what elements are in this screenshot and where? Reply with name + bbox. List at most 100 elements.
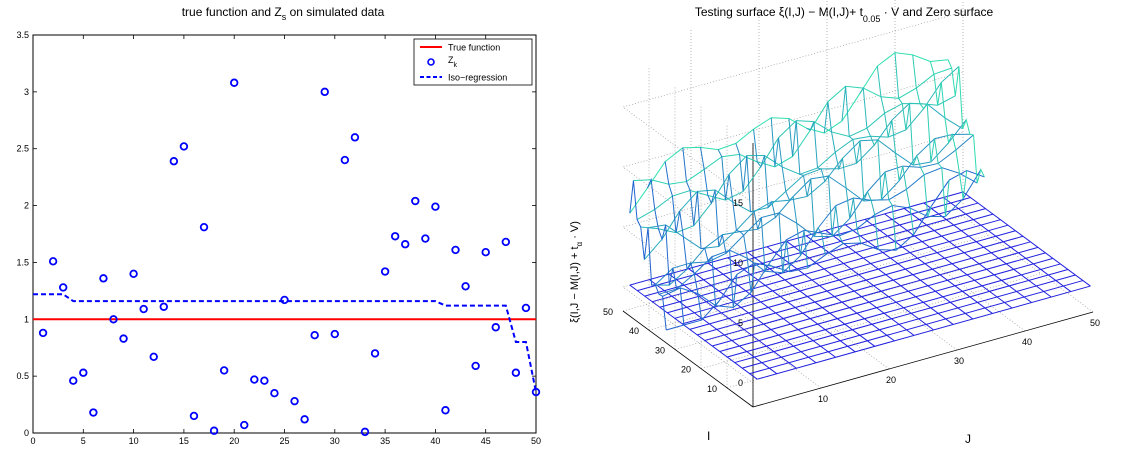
y-tick-label: 1.5 <box>16 257 29 267</box>
testing-surface-line <box>717 149 756 293</box>
testing-surface-line <box>647 177 685 326</box>
zero-surface-line <box>688 268 817 364</box>
zero-surface-line <box>629 284 758 380</box>
z-point <box>390 232 400 241</box>
zero-surface-line <box>704 246 1039 341</box>
testing-surface-line <box>633 67 952 185</box>
testing-surface-line <box>929 61 968 199</box>
z-point <box>451 245 460 255</box>
z-tick-label: 15 <box>733 198 743 208</box>
zero-surface-line <box>884 213 1013 309</box>
left-axis-ticks: 0 5 10 15 20 25 30 35 40 45 50 0 0.5 1 1.5 2 2.5 3 3.5 <box>16 30 541 446</box>
z-point <box>280 295 289 305</box>
z-point <box>119 334 128 343</box>
left-chart: true function and Zs on simulated data 0… <box>16 5 541 446</box>
zero-surface-line <box>825 229 954 325</box>
legend-iso-regression-label: Iso−regression <box>448 73 507 83</box>
testing-surface-line <box>823 101 862 244</box>
z-point <box>229 78 239 87</box>
testing-surface <box>629 52 985 331</box>
testing-surface-line <box>841 86 879 250</box>
z-point <box>58 283 68 292</box>
z-point <box>48 257 58 266</box>
z-point <box>421 234 430 243</box>
zero-surface-line <box>659 213 994 308</box>
grid-line <box>962 215 1094 313</box>
legend-z-swatch <box>427 58 435 66</box>
j-tick-label: 50 <box>1090 318 1100 328</box>
z-point <box>219 366 229 375</box>
zero-surface-line <box>629 191 964 286</box>
zero-surface-line <box>766 246 895 342</box>
y-tick-label: 2 <box>24 201 29 211</box>
j-tick-label: 10 <box>818 394 828 404</box>
testing-surface-line <box>770 117 809 268</box>
right-chart-title: Testing surface ξ(I,J) − M(I,J)+ t0.05 ·… <box>695 5 994 24</box>
z-point <box>340 155 350 165</box>
z-point <box>79 368 88 377</box>
z-point <box>129 269 138 278</box>
z-point <box>99 274 108 283</box>
i-axis-line <box>622 310 754 408</box>
x-tick-label: 20 <box>229 436 239 446</box>
z-point <box>89 408 98 417</box>
z-point <box>320 87 329 97</box>
zero-surface-line <box>649 279 778 375</box>
zero-surface-line <box>742 274 1076 369</box>
z-point <box>149 352 158 362</box>
testing-surface-line <box>876 66 915 235</box>
testing-surface-line <box>859 86 897 251</box>
testing-surface-line <box>947 59 985 184</box>
z-point <box>69 376 78 385</box>
grid-line <box>674 254 1016 350</box>
z-point <box>531 387 541 397</box>
z-point <box>461 282 470 291</box>
grid-line <box>622 11 964 204</box>
zero-surface-line <box>903 208 1032 303</box>
left-chart-marks <box>33 78 541 437</box>
zero-surface-line <box>786 240 915 336</box>
zero-surface-line <box>719 257 1054 352</box>
left-legend: True function Zk Iso−regression <box>413 38 533 86</box>
testing-surface-line <box>629 180 667 331</box>
zero-surface-line <box>674 224 1009 319</box>
z-point <box>250 375 259 384</box>
zero-surface-line <box>652 208 986 303</box>
grid-line <box>648 234 990 331</box>
x-tick-label: 50 <box>531 436 541 446</box>
testing-surface-line <box>682 147 720 307</box>
z-point <box>471 361 480 371</box>
y-tick-label: 2.5 <box>16 144 29 154</box>
z-point <box>350 133 360 142</box>
z-point <box>370 349 380 358</box>
z-point <box>189 411 199 421</box>
j-tick-label: 30 <box>954 356 964 366</box>
zero-surface-line <box>697 241 1031 336</box>
z-point <box>240 420 249 430</box>
testing-surface-line <box>806 121 844 244</box>
j-axis-line <box>752 311 1094 408</box>
x-tick-label: 25 <box>279 436 289 446</box>
z-point <box>169 157 179 166</box>
y-tick-label: 1 <box>24 314 29 324</box>
y-tick-label: 0 <box>24 428 29 438</box>
grid-line <box>826 253 958 351</box>
testing-surface-line <box>912 54 950 217</box>
x-tick-label: 5 <box>81 436 86 446</box>
zero-surface-line <box>689 235 1024 330</box>
z-tick-label: 10 <box>733 258 743 268</box>
grid-line <box>700 273 1042 369</box>
z-point <box>481 247 490 257</box>
z-point <box>511 368 521 377</box>
z-point <box>260 376 269 385</box>
zero-surface-line <box>734 268 1069 364</box>
z-point <box>109 315 118 324</box>
x-tick-label: 10 <box>129 436 139 446</box>
z-point <box>411 196 420 206</box>
z-point <box>290 396 299 406</box>
zero-surface-line <box>845 224 974 320</box>
testing-surface-line <box>753 129 791 273</box>
z-point <box>441 406 450 415</box>
grid-line <box>690 291 822 389</box>
z-point <box>491 323 500 332</box>
